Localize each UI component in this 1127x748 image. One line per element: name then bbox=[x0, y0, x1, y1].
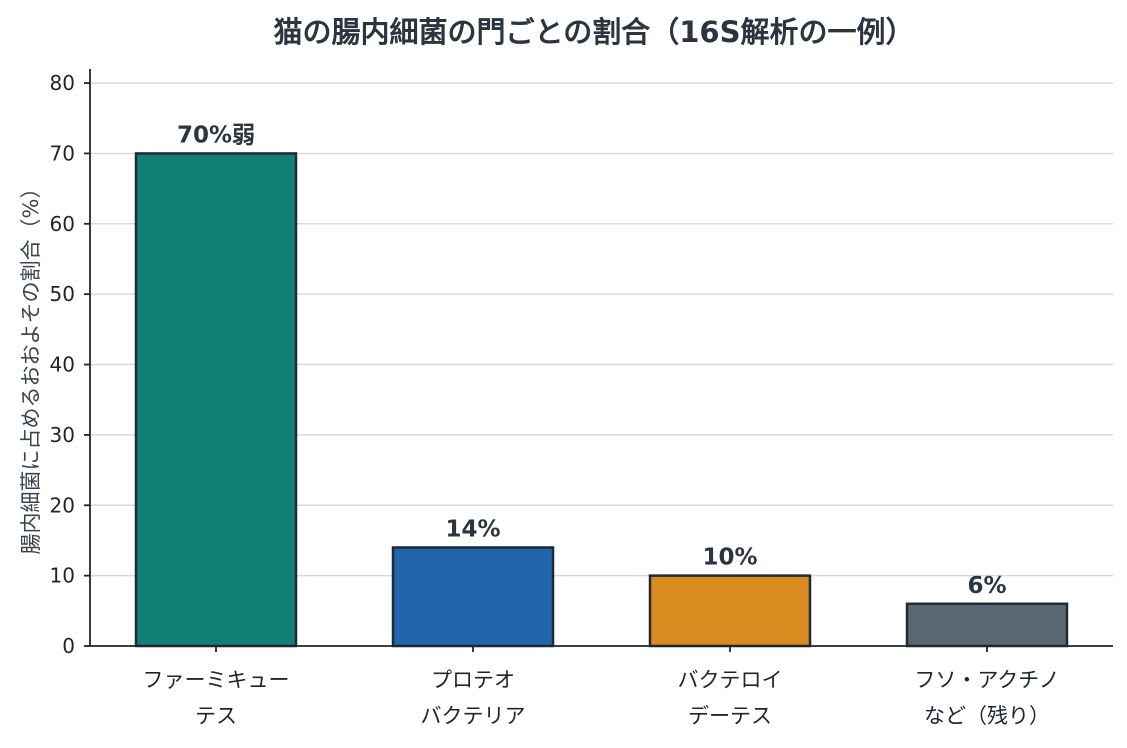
bar bbox=[905, 602, 1069, 648]
data-label: 6% bbox=[967, 573, 1006, 599]
x-tick-label: バクテロイ bbox=[678, 668, 783, 692]
y-tick-label: 50 bbox=[50, 282, 75, 306]
y-tick-label: 0 bbox=[62, 634, 75, 658]
bar bbox=[648, 574, 812, 648]
y-tick-label: 40 bbox=[50, 353, 75, 377]
y-tick-label: 60 bbox=[50, 212, 75, 236]
bar bbox=[134, 152, 298, 648]
data-label: 70%弱 bbox=[177, 122, 255, 148]
x-tick-label: など（残り） bbox=[924, 704, 1050, 728]
data-label: 10% bbox=[702, 545, 757, 571]
y-tick-label: 70 bbox=[50, 141, 75, 165]
data-label: 14% bbox=[445, 516, 500, 542]
y-tick-labels: 0 10 20 30 40 50 60 70 80 bbox=[50, 71, 75, 658]
x-tick-label: ファーミキュー bbox=[143, 668, 290, 692]
x-tick-label: バクテリア bbox=[421, 704, 526, 728]
x-tick-label: プロテオ bbox=[431, 668, 515, 692]
bars bbox=[134, 152, 1069, 648]
axes bbox=[84, 69, 1113, 652]
y-tick-label: 10 bbox=[50, 564, 75, 588]
data-labels: 70%弱 14% 10% 6% bbox=[177, 122, 1007, 598]
y-tick-label: 30 bbox=[50, 423, 75, 447]
chart-title: 猫の腸内細菌の門ごとの割合（16S解析の一例） bbox=[274, 15, 915, 49]
x-tick-label: フソ・アクチノ bbox=[914, 668, 1059, 692]
x-tick-label: デーテス bbox=[688, 704, 772, 728]
x-tick-label: テス bbox=[195, 704, 237, 728]
bar bbox=[391, 546, 555, 648]
y-tick-label: 80 bbox=[50, 71, 75, 95]
y-tick-label: 20 bbox=[50, 493, 75, 517]
y-axis-label: 腸内細菌に占めるおおよその割合（%） bbox=[19, 178, 43, 555]
